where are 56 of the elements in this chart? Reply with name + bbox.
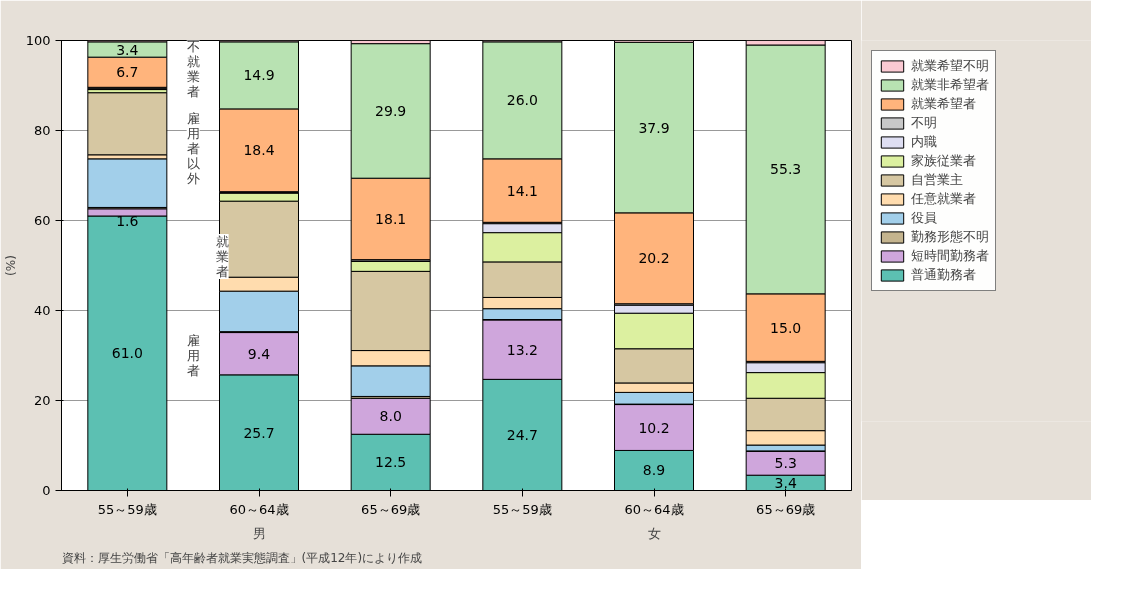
legend-label: 内職 <box>911 133 937 151</box>
x-tick-label: 65～69歳 <box>361 501 421 517</box>
data-label: 29.9 <box>375 102 407 119</box>
x-tick-label: 55～59歳 <box>492 501 552 517</box>
x-tick-label: 60～64歳 <box>229 501 289 517</box>
text: 男 <box>252 525 266 541</box>
legend-label: 不明 <box>911 114 937 132</box>
data-label: 37.9 <box>638 119 670 136</box>
legend-label: 短時間勤務者 <box>911 247 989 265</box>
data-label: 10.2 <box>638 419 670 436</box>
data-label: 12.5 <box>375 454 407 471</box>
data-label: 1.6 <box>116 213 139 229</box>
legend-label: 勤務形態不明 <box>911 228 989 246</box>
legend-label: 普通勤務者 <box>911 266 976 284</box>
data-label: 18.1 <box>375 210 407 227</box>
y-tick-label: 100 <box>25 33 51 48</box>
data-label: 8.9 <box>642 462 666 479</box>
data-label: 61.0 <box>111 345 143 362</box>
text: 資料：厚生労働省「高年齢者就業実態調査」(平成12年)により作成 <box>61 550 423 565</box>
data-label: 25.7 <box>243 424 275 441</box>
y-tick-label: 40 <box>33 303 51 318</box>
legend-label: 就業非希望者 <box>911 76 989 94</box>
data-label: 55.3 <box>770 161 802 178</box>
annotation: 雇用者以外 <box>186 111 200 186</box>
data-label: 14.1 <box>506 182 538 199</box>
annotation: 就業者 <box>215 234 229 279</box>
y-axis-title: (%) <box>3 255 18 276</box>
data-label: 3.4 <box>774 474 797 491</box>
data-label: 8.0 <box>379 408 402 425</box>
data-label: 24.7 <box>506 426 538 443</box>
data-label: 13.2 <box>506 341 538 358</box>
text: 女 <box>647 525 661 541</box>
x-tick-label: 65～69歳 <box>756 501 816 517</box>
legend-label: 就業希望者 <box>911 95 976 113</box>
data-label: 15.0 <box>770 319 802 336</box>
x-tick-label: 55～59歳 <box>97 501 157 517</box>
legend-label: 役員 <box>911 209 937 227</box>
legend-label: 就業希望不明 <box>911 57 989 75</box>
data-label: 3.4 <box>116 41 139 58</box>
y-tick-label: 20 <box>33 393 51 408</box>
data-label: 18.4 <box>243 142 275 159</box>
legend-label: 任意就業者 <box>911 190 976 208</box>
data-label: 14.9 <box>243 67 275 84</box>
annotation: 不就業者 <box>186 39 200 100</box>
data-label: 20.2 <box>638 250 670 267</box>
data-label: 6.7 <box>116 64 139 81</box>
legend-label: 自営業主 <box>911 171 963 189</box>
data-label: 26.0 <box>506 92 538 109</box>
data-label: 5.3 <box>774 455 797 472</box>
y-tick-label: 80 <box>33 123 51 138</box>
data-label: 9.4 <box>247 345 271 362</box>
x-tick-label: 60～64歳 <box>624 501 684 517</box>
y-tick-label: 0 <box>42 483 51 498</box>
y-tick-label: 60 <box>33 213 51 228</box>
legend-label: 家族従業者 <box>911 152 976 170</box>
annotation: 雇用者 <box>186 333 200 378</box>
